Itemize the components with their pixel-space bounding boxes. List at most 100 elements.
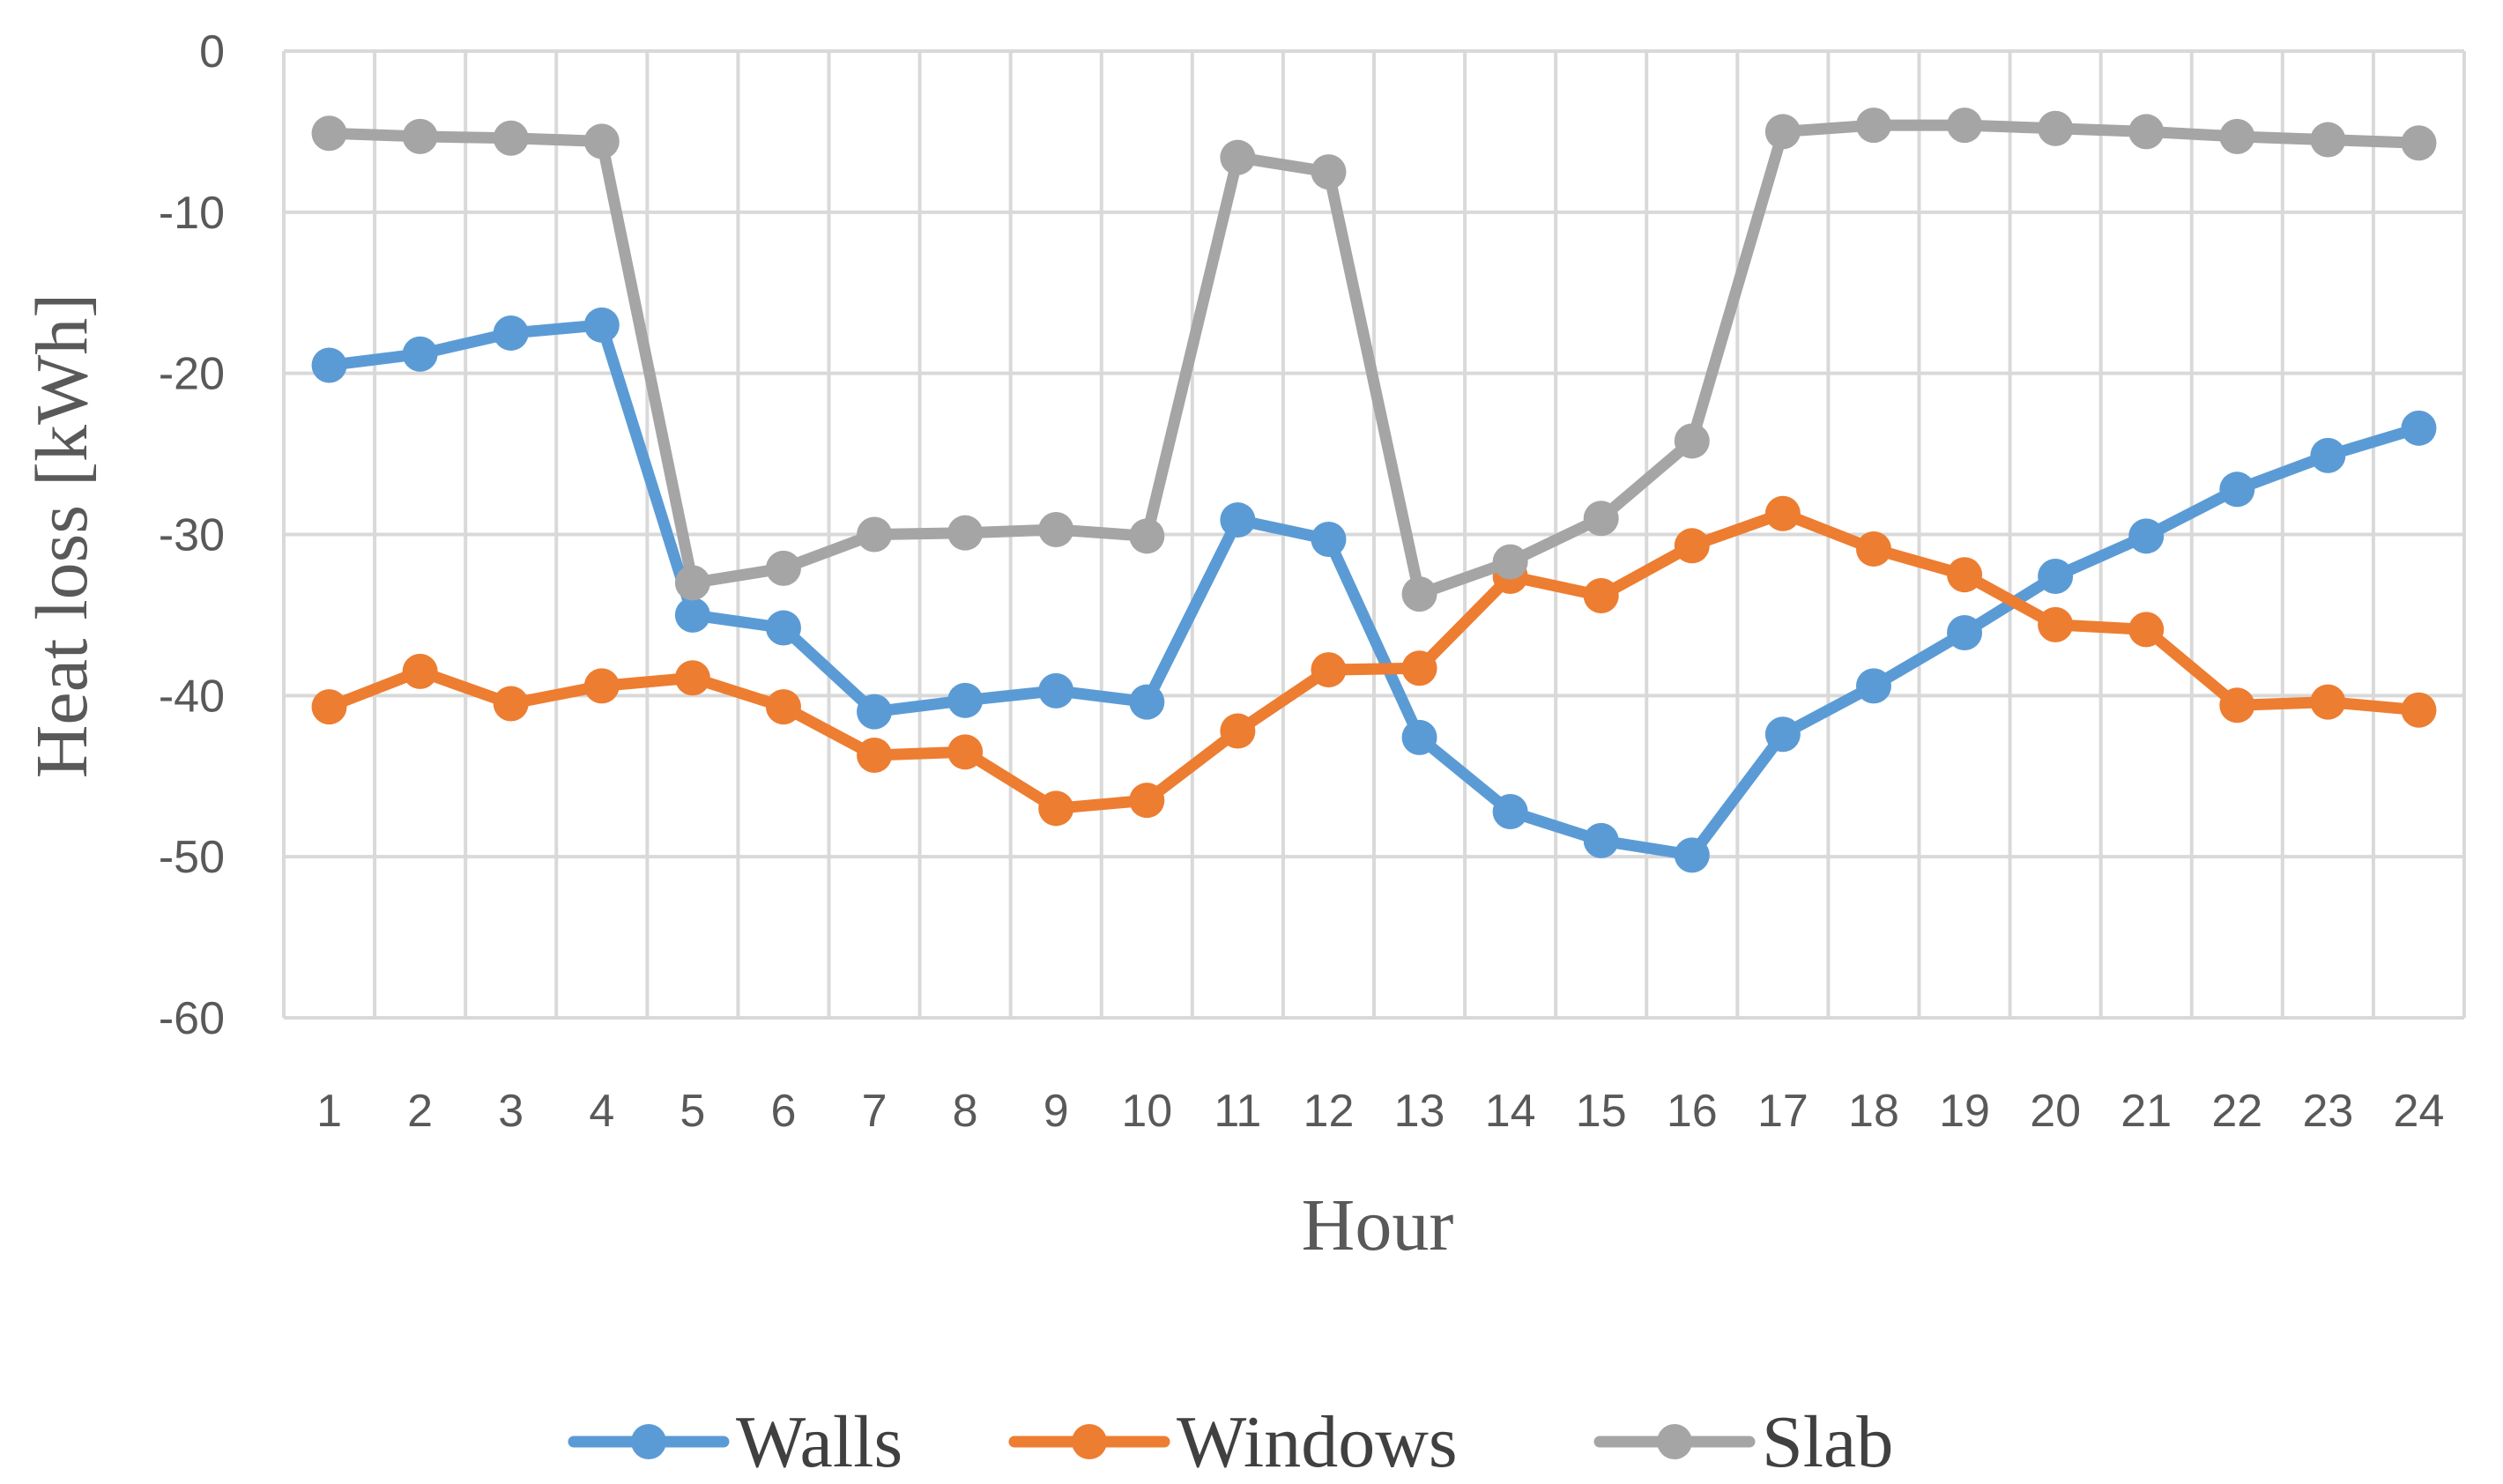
data-point-windows bbox=[1764, 495, 1801, 531]
series-layer bbox=[311, 108, 2437, 873]
data-point-walls bbox=[402, 336, 438, 372]
x-tick-label: 8 bbox=[953, 1086, 978, 1137]
data-point-slab bbox=[2401, 125, 2437, 161]
data-point-walls bbox=[1311, 521, 1347, 557]
x-tick-label: 19 bbox=[1939, 1086, 1990, 1137]
x-axis-title: Hour bbox=[1302, 1184, 1454, 1266]
data-point-windows bbox=[583, 668, 620, 704]
x-tick-label: 22 bbox=[2211, 1086, 2262, 1137]
x-tick-label: 3 bbox=[498, 1086, 524, 1137]
data-point-windows bbox=[1038, 790, 1074, 827]
legend-label-slab: Slab bbox=[1762, 1401, 1893, 1483]
x-tick-label: 4 bbox=[589, 1086, 614, 1137]
data-point-walls bbox=[1947, 615, 1983, 651]
data-point-slab bbox=[2219, 118, 2255, 154]
y-tick-label: -20 bbox=[159, 349, 225, 400]
data-point-walls bbox=[1401, 719, 1437, 755]
data-point-slab bbox=[1492, 544, 1528, 580]
data-point-windows bbox=[311, 689, 347, 725]
y-axis-ticks: 0 -10 -20 -30 -40 -50 -60 bbox=[159, 26, 225, 1044]
data-point-walls bbox=[947, 682, 984, 718]
data-point-slab bbox=[1674, 423, 1710, 459]
data-point-slab bbox=[493, 120, 529, 156]
data-point-slab bbox=[402, 118, 438, 154]
data-point-windows bbox=[2401, 692, 2437, 728]
legend: Walls Windows Slab bbox=[568, 1401, 1893, 1483]
data-point-windows bbox=[1947, 557, 1983, 593]
data-point-windows bbox=[1311, 652, 1347, 688]
legend-marker-walls bbox=[631, 1424, 666, 1459]
data-point-walls bbox=[1583, 822, 1619, 858]
data-point-slab bbox=[311, 115, 347, 152]
data-point-windows bbox=[2128, 612, 2165, 648]
x-tick-label: 17 bbox=[1757, 1086, 1809, 1137]
data-point-walls bbox=[1855, 668, 1891, 704]
data-point-windows bbox=[765, 689, 801, 725]
series-walls bbox=[311, 307, 2437, 873]
y-tick-label: 0 bbox=[199, 26, 225, 78]
data-point-windows bbox=[493, 686, 529, 722]
data-point-walls bbox=[311, 347, 347, 383]
data-point-slab bbox=[674, 565, 710, 601]
data-point-walls bbox=[1764, 716, 1801, 753]
x-tick-label: 12 bbox=[1303, 1086, 1355, 1137]
data-point-windows bbox=[2310, 684, 2346, 720]
data-point-walls bbox=[1129, 684, 1165, 720]
x-tick-label: 18 bbox=[1848, 1086, 1899, 1137]
y-tick-label: -40 bbox=[159, 671, 225, 722]
y-tick-label: -60 bbox=[159, 993, 225, 1044]
data-point-walls bbox=[2310, 437, 2346, 473]
data-point-slab bbox=[1220, 139, 1256, 175]
data-point-walls bbox=[2128, 518, 2165, 554]
data-point-slab bbox=[1947, 108, 1983, 144]
data-point-walls bbox=[583, 307, 620, 343]
x-tick-label: 1 bbox=[316, 1086, 342, 1137]
data-point-slab bbox=[2128, 114, 2165, 150]
data-point-windows bbox=[402, 653, 438, 689]
data-point-walls bbox=[1492, 793, 1528, 829]
data-point-slab bbox=[1855, 108, 1891, 144]
data-point-slab bbox=[947, 515, 984, 551]
y-tick-label: -10 bbox=[159, 188, 225, 239]
legend-label-walls: Walls bbox=[736, 1401, 902, 1483]
data-point-windows bbox=[674, 660, 710, 696]
data-point-slab bbox=[765, 550, 801, 586]
x-tick-label: 21 bbox=[2120, 1086, 2172, 1137]
data-point-slab bbox=[1311, 154, 1347, 190]
x-tick-label: 14 bbox=[1485, 1086, 1536, 1137]
x-tick-label: 2 bbox=[407, 1086, 433, 1137]
x-tick-label: 5 bbox=[680, 1086, 705, 1137]
data-point-slab bbox=[857, 516, 893, 553]
data-point-slab bbox=[1129, 518, 1165, 554]
x-tick-label: 6 bbox=[770, 1086, 796, 1137]
data-point-slab bbox=[583, 123, 620, 160]
data-point-windows bbox=[1855, 531, 1891, 567]
data-point-walls bbox=[857, 694, 893, 730]
data-point-slab bbox=[1401, 576, 1437, 612]
data-point-windows bbox=[2219, 687, 2255, 723]
x-tick-label: 20 bbox=[2030, 1086, 2081, 1137]
y-axis-title: Heat loss [kWh] bbox=[21, 293, 103, 779]
data-point-slab bbox=[1764, 114, 1801, 150]
x-tick-label: 24 bbox=[2394, 1086, 2445, 1137]
legend-item-walls: Walls bbox=[568, 1401, 902, 1483]
series-slab bbox=[311, 108, 2437, 612]
legend-label-windows: Windows bbox=[1177, 1401, 1458, 1483]
data-point-windows bbox=[857, 737, 893, 773]
data-point-slab bbox=[2310, 122, 2346, 158]
x-tick-label: 7 bbox=[862, 1086, 888, 1137]
data-point-walls bbox=[2401, 410, 2437, 446]
y-tick-label: -30 bbox=[159, 510, 225, 561]
x-tick-label: 16 bbox=[1667, 1086, 1718, 1137]
data-point-walls bbox=[674, 597, 710, 633]
data-point-walls bbox=[765, 610, 801, 646]
legend-marker-slab bbox=[1657, 1424, 1692, 1459]
series-windows bbox=[311, 495, 2437, 827]
data-point-slab bbox=[1583, 501, 1619, 537]
data-point-walls bbox=[493, 315, 529, 351]
x-tick-label: 10 bbox=[1121, 1086, 1172, 1137]
data-point-windows bbox=[1401, 650, 1437, 686]
x-tick-label: 13 bbox=[1394, 1086, 1445, 1137]
data-point-walls bbox=[2038, 559, 2074, 595]
